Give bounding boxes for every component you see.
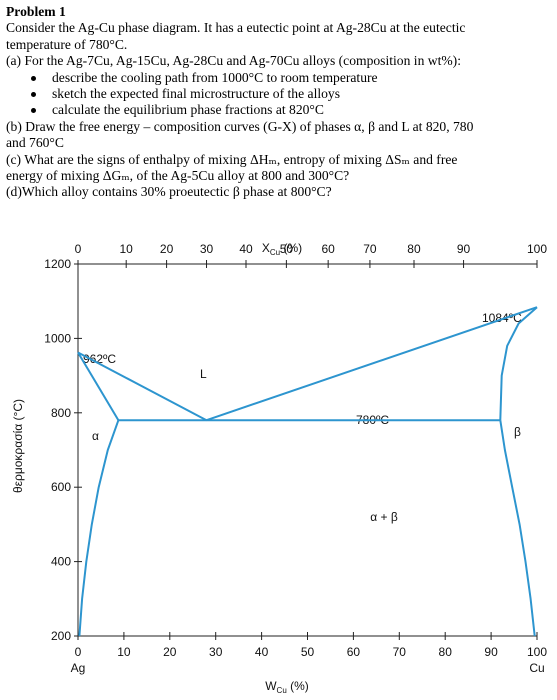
part-b-line2: and 760°C: [6, 135, 64, 151]
bottom-tick-label: 40: [255, 645, 269, 659]
bottom-tick-label: 90: [484, 645, 498, 659]
problem-intro-line1: Consider the Ag-Cu phase diagram. It has…: [6, 20, 466, 36]
phase-boundary-line: [499, 306, 538, 421]
cu-melting-label: 1084ºC: [482, 311, 522, 325]
phase-boundary-line: [499, 420, 536, 637]
problem-title: Problem 1: [6, 4, 66, 19]
top-tick-label: 60: [321, 242, 335, 256]
top-tick-label: 90: [457, 242, 471, 256]
bottom-axis-label: WCu (%): [265, 679, 309, 695]
part-c-line1: (c) What are the signs of enthalpy of mi…: [6, 151, 458, 167]
top-tick-label: 80: [407, 242, 421, 256]
alpha-label: α: [92, 429, 99, 443]
alpha-beta-label: α + β: [370, 510, 398, 524]
bottom-tick-label: 50: [301, 645, 315, 659]
bottom-tick-label: 30: [209, 645, 223, 659]
beta-label: β: [514, 425, 521, 439]
part-d: (d)Which alloy contains 30% proeutectic …: [6, 184, 332, 200]
liquid-label: L: [200, 367, 207, 381]
top-tick-label: 70: [363, 242, 377, 256]
top-tick-label: 30: [200, 242, 214, 256]
bullet-item: sketch the expected final microstructure…: [6, 86, 554, 102]
bottom-tick-label: 80: [439, 645, 453, 659]
bottom-tick-label: 60: [347, 645, 361, 659]
bottom-tick-label: 0: [75, 645, 82, 659]
top-tick-label: 20: [160, 242, 174, 256]
ag-label: Ag: [71, 661, 86, 675]
ag-cu-phase-diagram: XCu (%) WCu (%) Ag Cu θερμοκρασία (°C) 9…: [11, 241, 547, 695]
y-tick-label: 800: [51, 406, 71, 420]
bullet-item: describe the cooling path from 1000°C to…: [6, 70, 554, 86]
top-tick-label: 50: [280, 242, 294, 256]
y-tick-label: 600: [51, 480, 71, 494]
bottom-tick-label: 20: [163, 645, 177, 659]
y-tick-label: 1000: [44, 331, 71, 345]
part-a: (a) For the Ag-7Cu, Ag-15Cu, Ag-28Cu and…: [6, 53, 461, 69]
y-axis-label: θερμοκρασία (°C): [11, 399, 25, 493]
top-tick-label: 0: [75, 242, 82, 256]
top-tick-label: 100: [527, 242, 547, 256]
top-tick-label: 10: [120, 242, 134, 256]
bottom-tick-label: 100: [527, 645, 547, 659]
y-tick-label: 200: [51, 629, 71, 643]
problem-intro-line2: temperature of 780°C.: [6, 36, 128, 52]
problem-text: Problem 1 Consider the Ag-Cu phase diagr…: [6, 4, 554, 201]
phase-boundary-line: [77, 351, 120, 421]
part-b-line1: (b) Draw the free energy – composition c…: [6, 118, 474, 134]
bottom-tick-label: 70: [393, 645, 407, 659]
top-tick-label: 40: [239, 242, 253, 256]
part-a-bullets: describe the cooling path from 1000°C to…: [6, 70, 554, 119]
top-axis-label: XCu (%): [262, 241, 302, 257]
phase-boundary-line: [206, 306, 538, 422]
bottom-tick-label: 10: [117, 645, 131, 659]
y-tick-label: 400: [51, 555, 71, 569]
bullet-item: calculate the equilibrium phase fraction…: [6, 102, 554, 118]
y-tick-label: 1200: [44, 257, 71, 271]
part-c-line2: energy of mixing ΔGₘ, of the Ag-5Cu allo…: [6, 168, 350, 184]
phase-boundary-line: [78, 419, 120, 637]
phase-boundary-line: [77, 351, 207, 422]
cu-label: Cu: [529, 661, 544, 675]
ag-melting-label: 962ºC: [83, 352, 116, 366]
